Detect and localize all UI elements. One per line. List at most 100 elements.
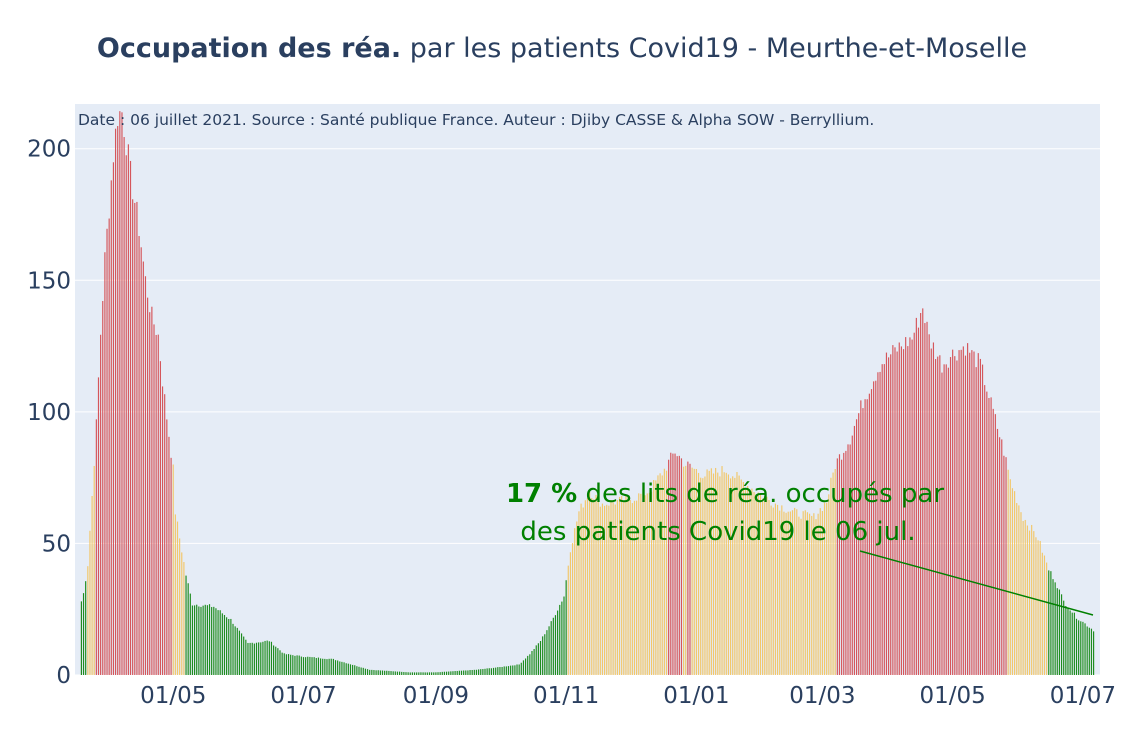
bar bbox=[969, 352, 971, 675]
bar bbox=[1033, 531, 1035, 675]
bar bbox=[85, 581, 87, 675]
x-tick-label: 01/07 bbox=[1050, 683, 1116, 709]
bar bbox=[352, 664, 354, 675]
bar bbox=[251, 642, 253, 675]
bar bbox=[928, 334, 930, 675]
bar bbox=[198, 606, 200, 675]
bar bbox=[176, 521, 179, 675]
bar bbox=[428, 672, 431, 675]
bar bbox=[522, 660, 525, 675]
bar bbox=[445, 671, 448, 675]
bar bbox=[888, 357, 890, 675]
x-tick-label: 01/05 bbox=[140, 683, 206, 709]
bar bbox=[828, 494, 830, 675]
bar bbox=[550, 621, 552, 675]
bar bbox=[104, 252, 106, 676]
bar bbox=[653, 480, 655, 675]
bar bbox=[1065, 606, 1067, 675]
bar bbox=[270, 641, 273, 675]
bar bbox=[112, 162, 115, 675]
bar bbox=[759, 493, 762, 675]
bar bbox=[879, 371, 881, 675]
bar bbox=[934, 359, 937, 675]
bar bbox=[597, 495, 599, 675]
bar bbox=[471, 670, 473, 675]
bar bbox=[358, 666, 360, 675]
bar bbox=[663, 468, 665, 675]
bar bbox=[559, 604, 561, 675]
bar bbox=[273, 645, 275, 675]
bar bbox=[230, 618, 232, 675]
bar bbox=[480, 669, 482, 675]
bar bbox=[608, 505, 610, 675]
bar bbox=[285, 654, 287, 675]
bar bbox=[544, 634, 546, 675]
bar bbox=[729, 478, 732, 675]
bar bbox=[1063, 600, 1065, 675]
annotation-line-1: 17 % des lits de réa. occupés par bbox=[506, 479, 944, 509]
bar bbox=[691, 467, 693, 675]
bar bbox=[988, 397, 990, 675]
bar bbox=[223, 615, 226, 675]
bar bbox=[1018, 505, 1020, 675]
bar bbox=[185, 575, 187, 675]
bar bbox=[243, 636, 245, 675]
bar bbox=[238, 630, 241, 675]
bar bbox=[527, 655, 529, 675]
bar bbox=[922, 308, 924, 675]
bar bbox=[418, 672, 420, 675]
y-tick-label: 0 bbox=[56, 663, 71, 689]
bar bbox=[339, 661, 341, 675]
bar bbox=[377, 670, 379, 675]
bar bbox=[490, 668, 492, 675]
bar bbox=[518, 664, 520, 675]
bar bbox=[1014, 491, 1016, 675]
bar bbox=[324, 658, 326, 675]
bar bbox=[1075, 618, 1078, 675]
bar bbox=[604, 505, 606, 675]
bar bbox=[909, 337, 911, 675]
bar bbox=[715, 467, 717, 675]
bar bbox=[1041, 552, 1043, 675]
y-tick-label: 150 bbox=[27, 268, 71, 294]
bar bbox=[625, 495, 627, 675]
bar bbox=[595, 494, 597, 675]
bar bbox=[708, 470, 710, 675]
bar bbox=[366, 669, 369, 675]
bar bbox=[179, 538, 181, 675]
bar bbox=[830, 477, 832, 675]
bar bbox=[650, 491, 653, 675]
bar bbox=[627, 496, 629, 675]
bar bbox=[1043, 555, 1046, 675]
bar bbox=[488, 668, 490, 675]
bar bbox=[478, 669, 480, 675]
bar bbox=[334, 660, 337, 675]
bar bbox=[740, 479, 742, 675]
bar bbox=[482, 669, 484, 675]
bar bbox=[507, 666, 510, 675]
bar bbox=[290, 654, 292, 675]
bar bbox=[898, 342, 900, 675]
bar bbox=[672, 453, 674, 675]
bar bbox=[322, 658, 324, 675]
bar bbox=[174, 514, 176, 675]
bar bbox=[204, 604, 206, 675]
bar bbox=[215, 608, 217, 675]
bar bbox=[228, 619, 230, 675]
bar bbox=[219, 610, 221, 675]
bar bbox=[657, 475, 659, 675]
bar bbox=[136, 201, 138, 675]
bar bbox=[992, 408, 994, 675]
bar bbox=[565, 580, 567, 675]
bar bbox=[403, 672, 405, 675]
bar bbox=[896, 351, 898, 675]
bar bbox=[787, 511, 789, 675]
bar bbox=[187, 583, 189, 675]
bar bbox=[208, 604, 211, 675]
bar bbox=[168, 436, 170, 675]
bar bbox=[563, 596, 565, 675]
bar bbox=[702, 478, 704, 675]
bar bbox=[119, 111, 121, 676]
x-tick-label: 01/07 bbox=[270, 683, 336, 709]
